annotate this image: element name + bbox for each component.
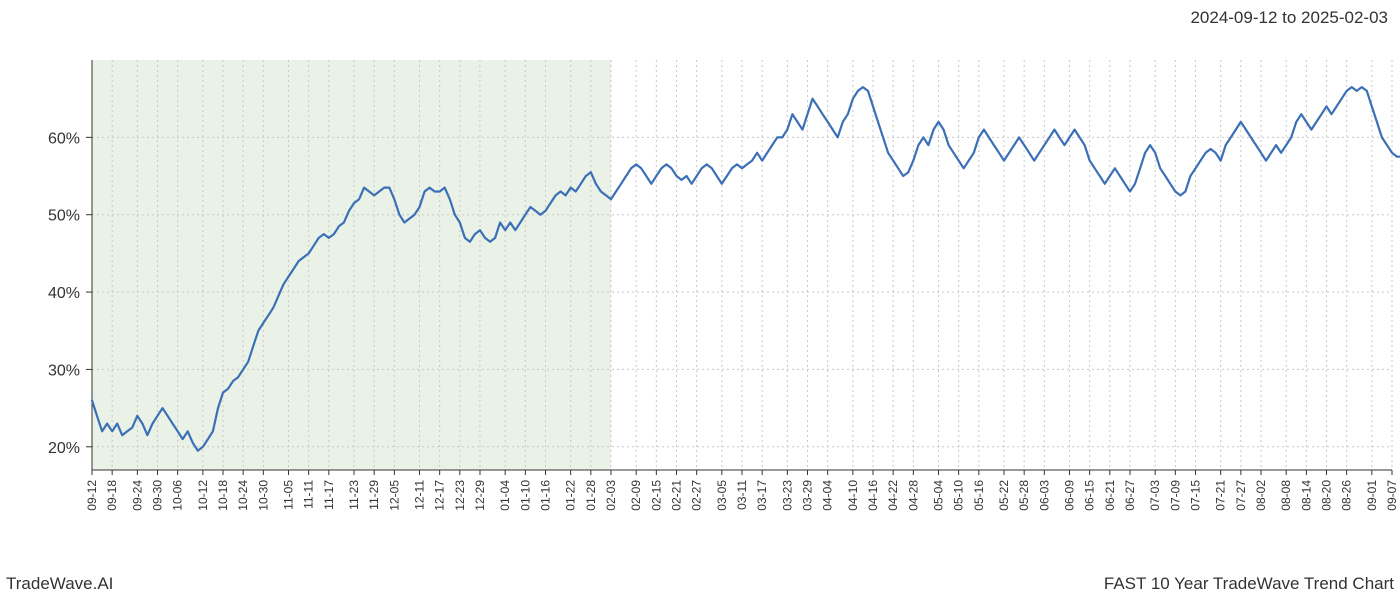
svg-text:05-22: 05-22: [997, 480, 1011, 511]
svg-text:01-28: 01-28: [584, 480, 598, 511]
svg-text:10-18: 10-18: [216, 480, 230, 511]
svg-text:12-11: 12-11: [413, 480, 427, 510]
svg-text:06-21: 06-21: [1103, 480, 1117, 511]
svg-text:06-03: 06-03: [1037, 480, 1051, 511]
svg-text:11-17: 11-17: [322, 480, 336, 510]
svg-text:10-30: 10-30: [256, 480, 270, 511]
svg-text:60%: 60%: [48, 130, 80, 147]
svg-text:07-15: 07-15: [1188, 480, 1202, 511]
trend-chart: 20% 30% 40% 50% 60% 09-12 09-18 09-24 09-30 10-06…: [0, 50, 1400, 540]
svg-text:02-03: 02-03: [604, 480, 618, 511]
svg-text:06-15: 06-15: [1083, 480, 1097, 511]
svg-text:10-24: 10-24: [236, 480, 250, 511]
svg-text:11-29: 11-29: [367, 480, 381, 510]
svg-text:11-23: 11-23: [347, 480, 361, 510]
svg-text:09-07: 09-07: [1385, 480, 1399, 511]
svg-text:11-05: 11-05: [282, 480, 296, 510]
svg-text:20%: 20%: [48, 440, 80, 457]
svg-text:02-27: 02-27: [690, 480, 704, 511]
svg-text:05-10: 05-10: [952, 480, 966, 511]
brand-label: TradeWave.AI: [6, 574, 113, 594]
svg-text:12-17: 12-17: [433, 480, 447, 511]
svg-text:03-11: 03-11: [735, 480, 749, 510]
svg-text:12-05: 12-05: [387, 480, 401, 511]
svg-text:01-22: 01-22: [564, 480, 578, 511]
svg-text:30%: 30%: [48, 362, 80, 379]
svg-text:08-14: 08-14: [1299, 480, 1313, 511]
svg-text:03-05: 03-05: [715, 480, 729, 511]
svg-text:12-23: 12-23: [453, 480, 467, 511]
svg-text:02-15: 02-15: [649, 480, 663, 511]
date-range-label: 2024-09-12 to 2025-02-03: [1190, 8, 1388, 28]
svg-text:04-28: 04-28: [906, 480, 920, 511]
svg-text:03-17: 03-17: [755, 480, 769, 511]
svg-text:07-09: 07-09: [1168, 480, 1182, 511]
svg-text:50%: 50%: [48, 208, 80, 225]
svg-text:11-11: 11-11: [302, 480, 316, 509]
svg-text:01-10: 01-10: [518, 480, 532, 511]
svg-text:08-02: 08-02: [1254, 480, 1268, 511]
svg-text:09-01: 09-01: [1365, 480, 1379, 511]
svg-text:07-27: 07-27: [1234, 480, 1248, 511]
svg-text:09-30: 09-30: [151, 480, 165, 511]
svg-text:05-16: 05-16: [972, 480, 986, 511]
svg-text:04-10: 04-10: [846, 480, 860, 511]
svg-text:08-08: 08-08: [1279, 480, 1293, 511]
svg-text:40%: 40%: [48, 285, 80, 302]
svg-text:12-29: 12-29: [473, 480, 487, 511]
svg-text:09-12: 09-12: [85, 480, 99, 511]
svg-text:06-09: 06-09: [1063, 480, 1077, 511]
svg-text:10-06: 10-06: [171, 480, 185, 511]
svg-text:09-24: 09-24: [130, 480, 144, 511]
chart-title: FAST 10 Year TradeWave Trend Chart: [1104, 574, 1394, 594]
svg-text:04-22: 04-22: [886, 480, 900, 511]
svg-text:08-26: 08-26: [1340, 480, 1354, 511]
svg-text:07-21: 07-21: [1214, 480, 1228, 511]
svg-text:08-20: 08-20: [1319, 480, 1333, 511]
svg-text:02-21: 02-21: [669, 480, 683, 511]
svg-text:02-09: 02-09: [629, 480, 643, 511]
svg-text:05-04: 05-04: [932, 480, 946, 511]
svg-text:03-23: 03-23: [780, 480, 794, 511]
svg-text:01-16: 01-16: [538, 480, 552, 511]
svg-text:07-03: 07-03: [1148, 480, 1162, 511]
svg-text:03-29: 03-29: [801, 480, 815, 511]
svg-text:04-16: 04-16: [866, 480, 880, 511]
svg-text:01-04: 01-04: [498, 480, 512, 511]
svg-text:06-27: 06-27: [1123, 480, 1137, 511]
svg-text:09-18: 09-18: [105, 480, 119, 511]
svg-text:10-12: 10-12: [196, 480, 210, 511]
svg-text:05-28: 05-28: [1017, 480, 1031, 511]
svg-text:04-04: 04-04: [821, 480, 835, 511]
